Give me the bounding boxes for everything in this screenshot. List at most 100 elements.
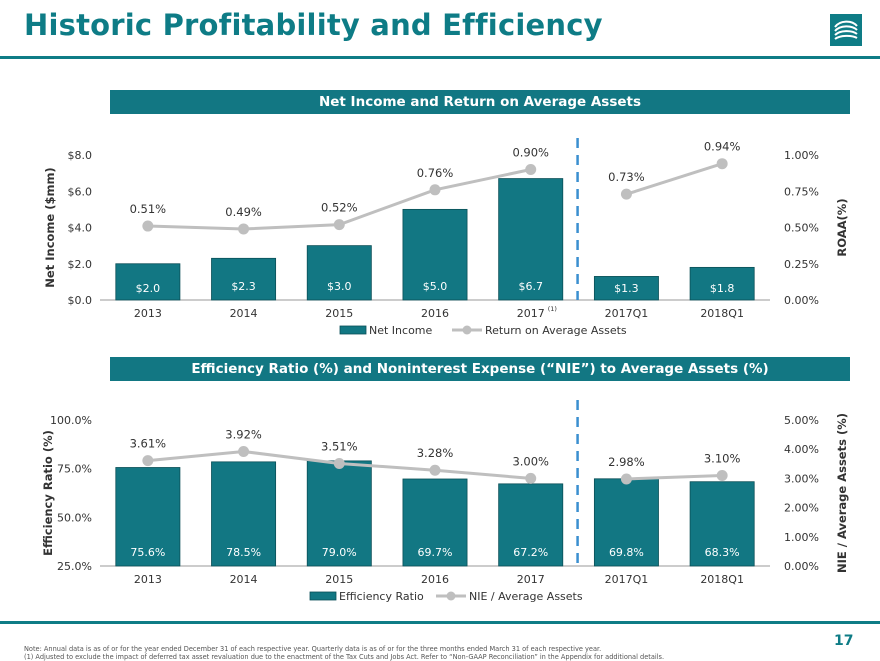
legend-line-label: NIE / Average Assets: [469, 590, 583, 603]
y2-axis-title: ROAA(%): [835, 198, 849, 256]
y2-axis-title: NIE / Average Assets (%): [835, 413, 849, 573]
chart1-title: Net Income and Return on Average Assets: [110, 90, 850, 114]
x-tick-label: 2017Q1: [605, 573, 649, 586]
line-point-2016: [429, 184, 441, 196]
footer-note: Note: Annual data is as of or for the ye…: [24, 645, 602, 653]
x-tick-label: 2014: [230, 573, 258, 586]
y-tick-label: 100.0%: [50, 414, 92, 427]
x-tick-label: 2017Q1: [605, 307, 649, 320]
bar-2015: [306, 460, 372, 567]
bar-2015: [306, 245, 372, 301]
line-series-quarterly: [626, 474, 723, 481]
y-axis-title: Net Income ($mm): [43, 167, 57, 287]
bar-value-label: $5.0: [423, 280, 448, 293]
y2-tick-label: 3.00%: [784, 472, 819, 485]
bar-2014: [211, 257, 277, 301]
legend-line-label: Return on Average Assets: [485, 324, 627, 337]
line-point-2013: [142, 220, 154, 232]
x-tick-label: 2017: [517, 573, 545, 586]
x-tick-footnote: (1): [548, 305, 557, 313]
legend-bar-swatch: [339, 325, 367, 335]
page-number: 17: [834, 633, 854, 649]
y2-tick-label: 0.25%: [784, 258, 819, 271]
y2-tick-label: 0.75%: [784, 185, 819, 198]
y-axis-title: Efficiency Ratio (%): [41, 430, 55, 556]
bar-2013: [115, 263, 181, 301]
legend-line-marker: [462, 325, 472, 335]
x-tick-label: 2014: [230, 307, 258, 320]
y-tick-label: 50.0%: [57, 511, 92, 524]
legend-bar-label: Efficiency Ratio: [339, 590, 424, 603]
bar-value-label: 78.5%: [226, 546, 261, 559]
line-point-2017Q1: [620, 188, 632, 200]
bar-value-label: $1.8: [710, 282, 735, 295]
line-point-2015: [333, 219, 345, 231]
line-point-2018Q1: [716, 158, 728, 170]
line-value-label: 0.51%: [130, 202, 167, 216]
line-point-2013: [142, 455, 154, 467]
footer-divider: [0, 621, 880, 624]
line-value-label: 3.10%: [704, 451, 741, 465]
x-tick-label: 2018Q1: [700, 573, 744, 586]
y-tick-label: 75.0%: [57, 463, 92, 476]
y-tick-label: $2.0: [68, 258, 93, 271]
chart2-title: Efficiency Ratio (%) and Noninterest Exp…: [110, 357, 850, 381]
line-value-label: 0.94%: [704, 140, 741, 154]
legend-bar-swatch: [309, 591, 337, 601]
line-value-label: 0.76%: [417, 166, 454, 180]
line-series-quarterly: [625, 162, 723, 196]
y2-tick-label: 2.00%: [784, 502, 819, 515]
line-value-label: 0.52%: [321, 201, 358, 215]
title-divider: [0, 56, 880, 59]
y-tick-label: 25.0%: [57, 560, 92, 573]
y-tick-label: $0.0: [68, 294, 93, 307]
bar-value-label: 75.6%: [130, 546, 165, 559]
line-point-2014: [238, 223, 250, 235]
bar-value-label: 68.3%: [705, 546, 740, 559]
x-tick-label: 2017: [517, 307, 545, 320]
line-point-2015: [333, 458, 345, 470]
y-tick-label: $6.0: [68, 185, 93, 198]
wave-logo-icon: [830, 14, 862, 46]
line-value-label: 3.92%: [225, 428, 262, 442]
bar-value-label: $2.0: [136, 282, 161, 295]
bar-value-label: $3.0: [327, 280, 352, 293]
footer-footnote: (1) Adjusted to exclude the impact of de…: [24, 653, 665, 661]
y2-tick-label: 5.00%: [784, 414, 819, 427]
y2-tick-label: 0.00%: [784, 560, 819, 573]
bar-2017Q1: [593, 276, 659, 301]
line-point-2017Q1: [620, 473, 632, 485]
bar-2018Q1: [689, 481, 755, 567]
x-tick-label: 2015: [325, 307, 353, 320]
line-point-2016: [429, 464, 441, 476]
bar-2018Q1: [689, 266, 755, 301]
line-point-2017: [525, 164, 537, 175]
x-tick-label: 2016: [421, 307, 449, 320]
line-value-label: 2.98%: [608, 455, 645, 469]
net-income-roaa-chart: $0.0 $2.0 $4.0 $6.0 $8.0 0.00% 0.25% 0.50% 0.75%…: [43, 138, 849, 337]
legend-bar-label: Net Income: [369, 324, 433, 337]
legend-line-marker: [446, 591, 456, 601]
line-point-2014: [238, 446, 250, 458]
bar-value-label: 69.8%: [609, 546, 644, 559]
y2-tick-label: 0.00%: [784, 294, 819, 307]
line-point-2018Q1: [716, 469, 728, 481]
line-value-label: 3.28%: [417, 446, 454, 460]
bar-value-label: 69.7%: [418, 546, 453, 559]
x-tick-label: 2018Q1: [700, 307, 744, 320]
line-value-label: 3.61%: [130, 437, 167, 451]
bar-2013: [115, 467, 181, 567]
line-value-label: 0.49%: [225, 205, 262, 219]
line-value-label: 3.51%: [321, 440, 358, 454]
line-value-label: 0.90%: [512, 146, 549, 160]
bar-value-label: 67.2%: [513, 546, 548, 559]
bar-2016: [402, 478, 468, 567]
bar-2016: [402, 208, 468, 301]
line-value-label: 3.00%: [512, 454, 549, 468]
bar-2014: [211, 461, 277, 567]
bar-value-label: $2.3: [231, 280, 256, 293]
y2-tick-label: 4.00%: [784, 443, 819, 456]
x-tick-label: 2016: [421, 573, 449, 586]
y2-tick-label: 0.50%: [784, 222, 819, 235]
bar-value-label: 79.0%: [322, 546, 357, 559]
